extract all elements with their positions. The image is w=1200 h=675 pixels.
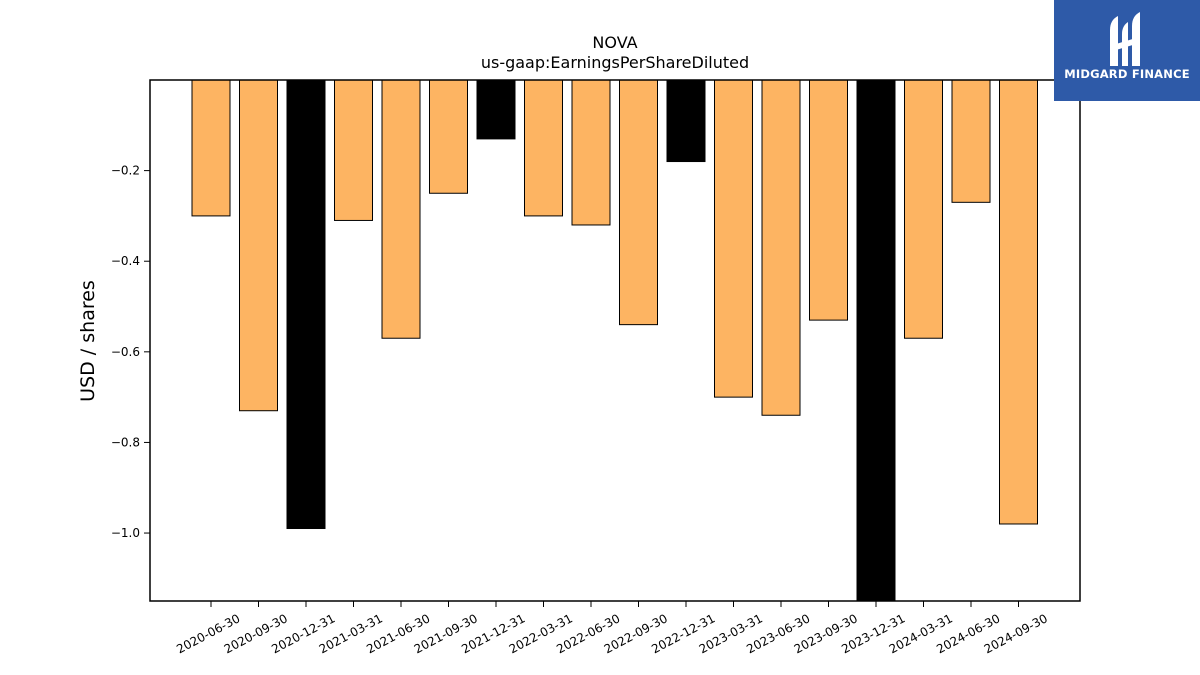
bar-2021-06-30 — [381, 79, 421, 339]
bar-2022-06-30 — [571, 79, 611, 226]
bar-2022-03-31 — [524, 79, 563, 217]
y-axis-label: USD / shares — [77, 280, 99, 402]
bar-2022-12-31 — [666, 79, 706, 163]
y-tick-label: −0.8 — [111, 435, 140, 449]
bar-2024-09-30 — [999, 79, 1038, 525]
bar-2021-12-31 — [476, 79, 516, 140]
midgard-logo-icon — [1110, 12, 1140, 66]
bars-group — [191, 79, 1038, 602]
bar-2020-06-30 — [191, 79, 231, 217]
y-tick-label: −1.0 — [111, 526, 140, 540]
y-tick-label: −0.6 — [111, 345, 140, 359]
logo-text: MIDGARD FINANCE — [1064, 67, 1190, 81]
bar-2023-03-31 — [714, 79, 753, 398]
bar-2024-03-31 — [904, 79, 943, 339]
chart-title: NOVA — [592, 33, 637, 52]
bar-2021-09-30 — [429, 79, 468, 194]
y-axis-ticks: −0.2 −0.4 −0.6 −0.8 −1.0 — [111, 164, 150, 540]
x-axis-ticks: 2020-06-302020-09-302020-12-312021-03-31… — [174, 601, 1050, 656]
brand-logo: MIDGARD FINANCE — [1054, 0, 1200, 101]
bar-2024-06-30 — [951, 79, 991, 203]
bar-2023-06-30 — [761, 79, 801, 416]
chart-subtitle: us-gaap:EarningsPerShareDiluted — [481, 53, 749, 72]
bar-2021-03-31 — [334, 79, 373, 221]
bar-2020-12-31 — [286, 79, 326, 530]
y-tick-label: −0.4 — [111, 254, 140, 268]
bar-2023-09-30 — [809, 79, 848, 321]
plot-frame — [149, 79, 1081, 602]
bar-2023-12-31 — [856, 79, 896, 602]
y-tick-label: −0.2 — [111, 164, 140, 178]
bar-2020-09-30 — [239, 79, 278, 412]
bar-2022-09-30 — [619, 79, 658, 326]
